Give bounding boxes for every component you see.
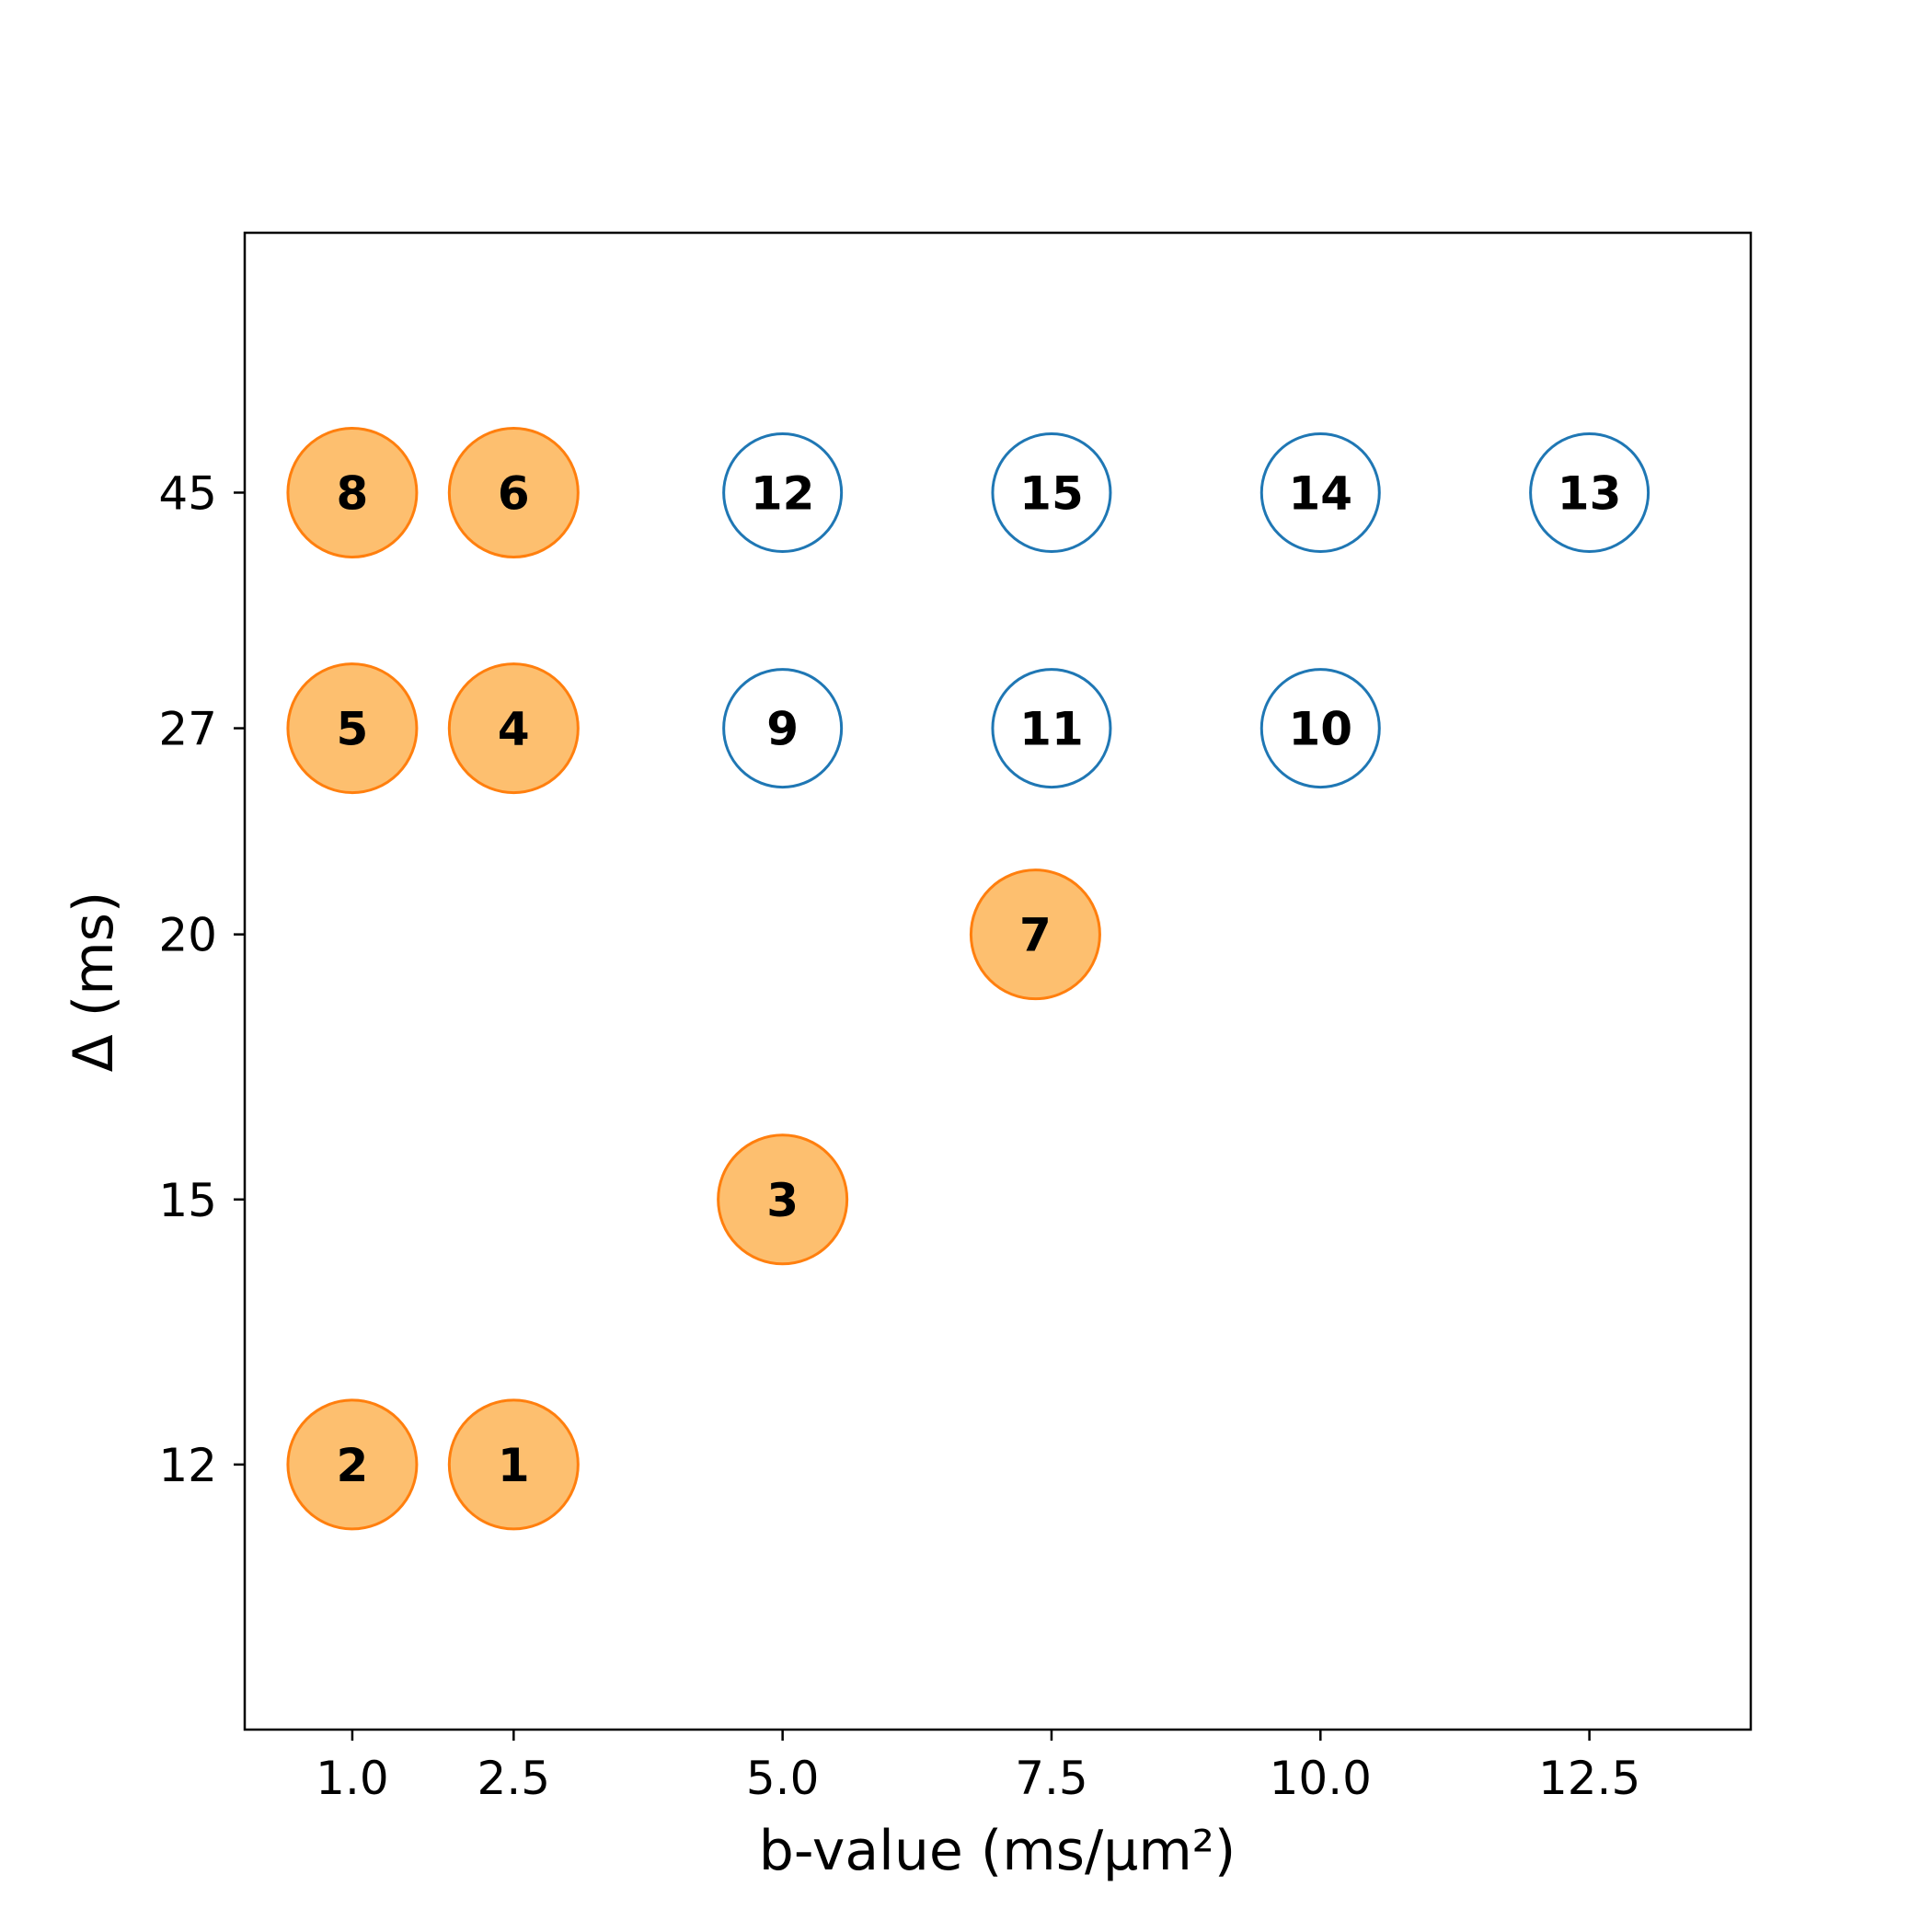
x-tick-label: 12.5 (1538, 1752, 1640, 1805)
plot-frame (243, 231, 1753, 1731)
point-label: 15 (1019, 466, 1084, 520)
point-label: 1 (498, 1439, 530, 1492)
hollow-point (1259, 668, 1381, 789)
hollow-point (991, 431, 1112, 553)
x-axis: 1.0 2.5 5.0 7.5 10.0 12.5 (316, 1730, 1640, 1805)
point-label: 10 (1288, 703, 1352, 756)
point-label: 14 (1288, 466, 1352, 520)
point-label: 7 (1019, 909, 1052, 962)
point-label: 4 (498, 703, 530, 756)
y-tick-label: 45 (158, 466, 217, 520)
y-tick-label: 20 (158, 909, 217, 962)
y-axis: 12 15 20 27 45 (158, 466, 245, 1492)
filled-point (447, 426, 580, 558)
y-tick-label: 27 (158, 703, 217, 756)
point-label: 5 (337, 703, 369, 756)
hollow-point (1259, 431, 1381, 553)
x-axis-title: b-value (ms/μm²) (759, 1819, 1236, 1883)
filled-point (286, 426, 419, 558)
x-tick-label: 7.5 (1015, 1752, 1088, 1805)
point-label: 9 (766, 703, 799, 756)
y-tick-label: 15 (158, 1174, 217, 1227)
point-label: 3 (766, 1174, 799, 1227)
point-label: 8 (337, 466, 369, 520)
point-label: 11 (1019, 703, 1084, 756)
point-label: 12 (751, 466, 815, 520)
x-tick-label: 10.0 (1270, 1752, 1372, 1805)
hollow-point (1529, 431, 1650, 553)
filled-point (969, 868, 1101, 1001)
point-label: 13 (1558, 466, 1622, 520)
filled-point (286, 1398, 419, 1531)
hollow-point (722, 668, 844, 789)
point-label: 2 (337, 1439, 369, 1492)
hollow-point (991, 668, 1112, 789)
filled-point (447, 1398, 580, 1531)
filled-point (717, 1133, 849, 1266)
x-tick-label: 1.0 (316, 1752, 389, 1805)
y-axis-title: Δ (ms) (62, 891, 126, 1073)
y-tick-label: 12 (158, 1439, 217, 1492)
filled-point (286, 662, 419, 795)
point-label: 6 (498, 466, 530, 520)
x-tick-label: 5.0 (746, 1752, 820, 1805)
filled-point (447, 662, 580, 795)
x-tick-label: 2.5 (477, 1752, 551, 1805)
hollow-point (722, 431, 844, 553)
